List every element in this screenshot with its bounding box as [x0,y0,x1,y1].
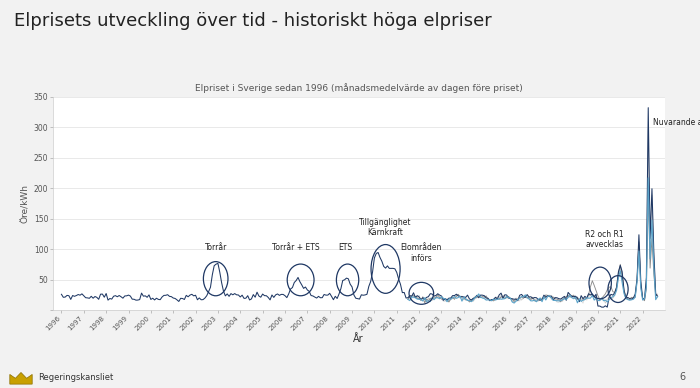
SE1 [622,295,630,300]
Text: Torrår: Torrår [204,243,227,252]
SE2 [584,296,593,301]
SE4 [622,294,630,298]
SE [594,304,602,308]
SE4 [547,295,556,300]
SE2 [622,296,630,301]
SE1 [545,293,554,298]
SE4 [404,297,412,302]
SE1 [644,126,652,131]
SE4 [644,191,652,195]
SE2 [538,300,546,304]
Line: SE1: SE1 [408,129,657,303]
SE2 [644,175,652,180]
Text: Elområden
införs: Elområden införs [400,243,442,263]
SE1 [536,297,545,302]
SE3 [644,175,652,180]
SE4 [538,296,546,301]
SE3 [622,295,630,300]
SE3 [404,295,412,300]
Text: 6: 6 [680,372,686,382]
SE1 [404,297,412,301]
Title: Elpriset i Sverige sedan 1996 (månadsmedelvärde av dagen före priset): Elpriset i Sverige sedan 1996 (månadsmed… [195,83,523,94]
Text: R2 och R1
avvecklas: R2 och R1 avvecklas [585,230,624,249]
SE2 [547,296,556,300]
SE1 [461,295,470,300]
Text: Torrår + ETS: Torrår + ETS [272,243,320,252]
Text: Tillgänglighet
Kärnkraft: Tillgänglighet Kärnkraft [359,218,412,237]
SE [57,292,66,296]
SE3 [579,301,587,306]
Y-axis label: Öre/kWh: Öre/kWh [20,184,29,223]
SE2 [653,294,662,299]
X-axis label: År: År [354,334,364,344]
SE1 [582,296,591,300]
SE2 [461,297,470,301]
Line: SE4: SE4 [408,193,657,303]
Text: ETS: ETS [338,243,352,252]
SE3 [653,295,662,300]
SE4 [584,292,593,296]
SE2 [638,298,647,302]
Line: SE: SE [62,108,657,307]
Text: Regeringskansliet: Regeringskansliet [38,373,113,382]
SE [599,305,608,310]
SE [322,293,330,298]
Text: Elprisets utveckling över tid - historiskt höga elpriser: Elprisets utveckling över tid - historis… [14,12,491,29]
SE3 [638,296,647,301]
SE [432,293,440,298]
SE [178,296,187,301]
SE2 [510,301,518,305]
SE4 [463,298,472,302]
SE [415,295,424,300]
SE3 [461,297,470,302]
SE3 [545,293,554,298]
Text: Nuvarande ansträngda läge: Nuvarande ansträngda läge [652,118,700,127]
SE [653,294,662,299]
SE3 [536,296,545,301]
SE1 [601,301,610,305]
SE [480,293,489,298]
SE3 [584,295,593,300]
Polygon shape [10,372,32,384]
Line: SE3: SE3 [408,177,657,303]
SE4 [638,296,647,301]
SE2 [404,297,412,302]
SE4 [653,293,662,298]
Line: SE2: SE2 [408,178,657,303]
SE [644,106,652,110]
SE1 [653,292,662,296]
SE1 [638,297,647,301]
SE4 [421,300,429,305]
